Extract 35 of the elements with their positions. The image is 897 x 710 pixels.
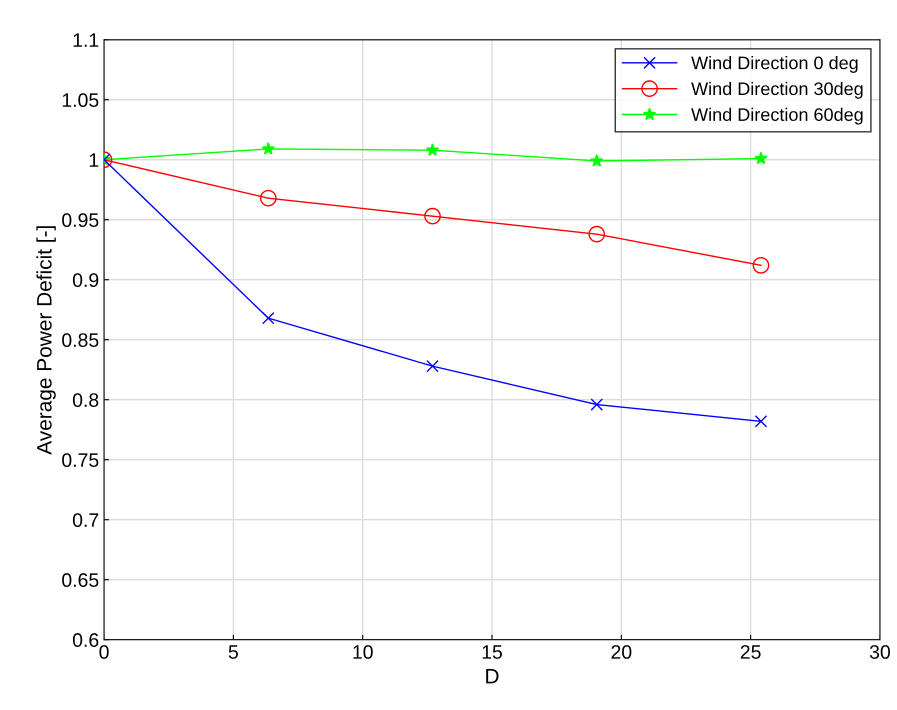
y-tick-label: 0.95 bbox=[62, 213, 98, 227]
y-tick-label: 0.9 bbox=[72, 273, 98, 287]
x-tick-label: 10 bbox=[353, 645, 373, 659]
x-tick-label: 20 bbox=[611, 645, 632, 659]
y-tick-label: 0.85 bbox=[62, 333, 98, 347]
point bbox=[426, 143, 440, 156]
point bbox=[754, 152, 768, 164]
x-tick-label: 5 bbox=[228, 645, 238, 659]
legend-label: Wind Direction 60deg bbox=[691, 108, 863, 125]
point bbox=[262, 142, 275, 155]
x-axis-title: D bbox=[486, 669, 499, 684]
y-axis-title: Average Power Deficit [-] bbox=[36, 226, 56, 455]
point bbox=[588, 226, 606, 242]
y-tick-label: 1.05 bbox=[62, 93, 98, 107]
point bbox=[424, 208, 441, 224]
x-tick-label: 0 bbox=[99, 645, 109, 659]
legend-label: Wind Direction 0 deg bbox=[691, 56, 858, 73]
point bbox=[752, 257, 770, 274]
point bbox=[590, 398, 603, 411]
point bbox=[426, 360, 439, 372]
x-tick-label: 30 bbox=[870, 645, 890, 659]
y-tick-label: 0.7 bbox=[72, 513, 98, 527]
x-tick-label: 25 bbox=[740, 645, 761, 659]
x-tick-label: 15 bbox=[482, 645, 502, 659]
point bbox=[754, 415, 768, 428]
y-tick-label: 1.1 bbox=[74, 33, 98, 47]
legend-label: Wind Direction 30deg bbox=[691, 82, 863, 99]
y-tick-label: 0.8 bbox=[72, 393, 98, 407]
point bbox=[260, 190, 277, 206]
y-tick-label: 0.65 bbox=[62, 573, 98, 587]
y-tick-label: 0.6 bbox=[72, 633, 98, 647]
point bbox=[590, 154, 604, 167]
y-tick-label: 0.75 bbox=[62, 453, 98, 467]
y-tick-label: 1 bbox=[90, 153, 98, 167]
point bbox=[262, 312, 275, 324]
